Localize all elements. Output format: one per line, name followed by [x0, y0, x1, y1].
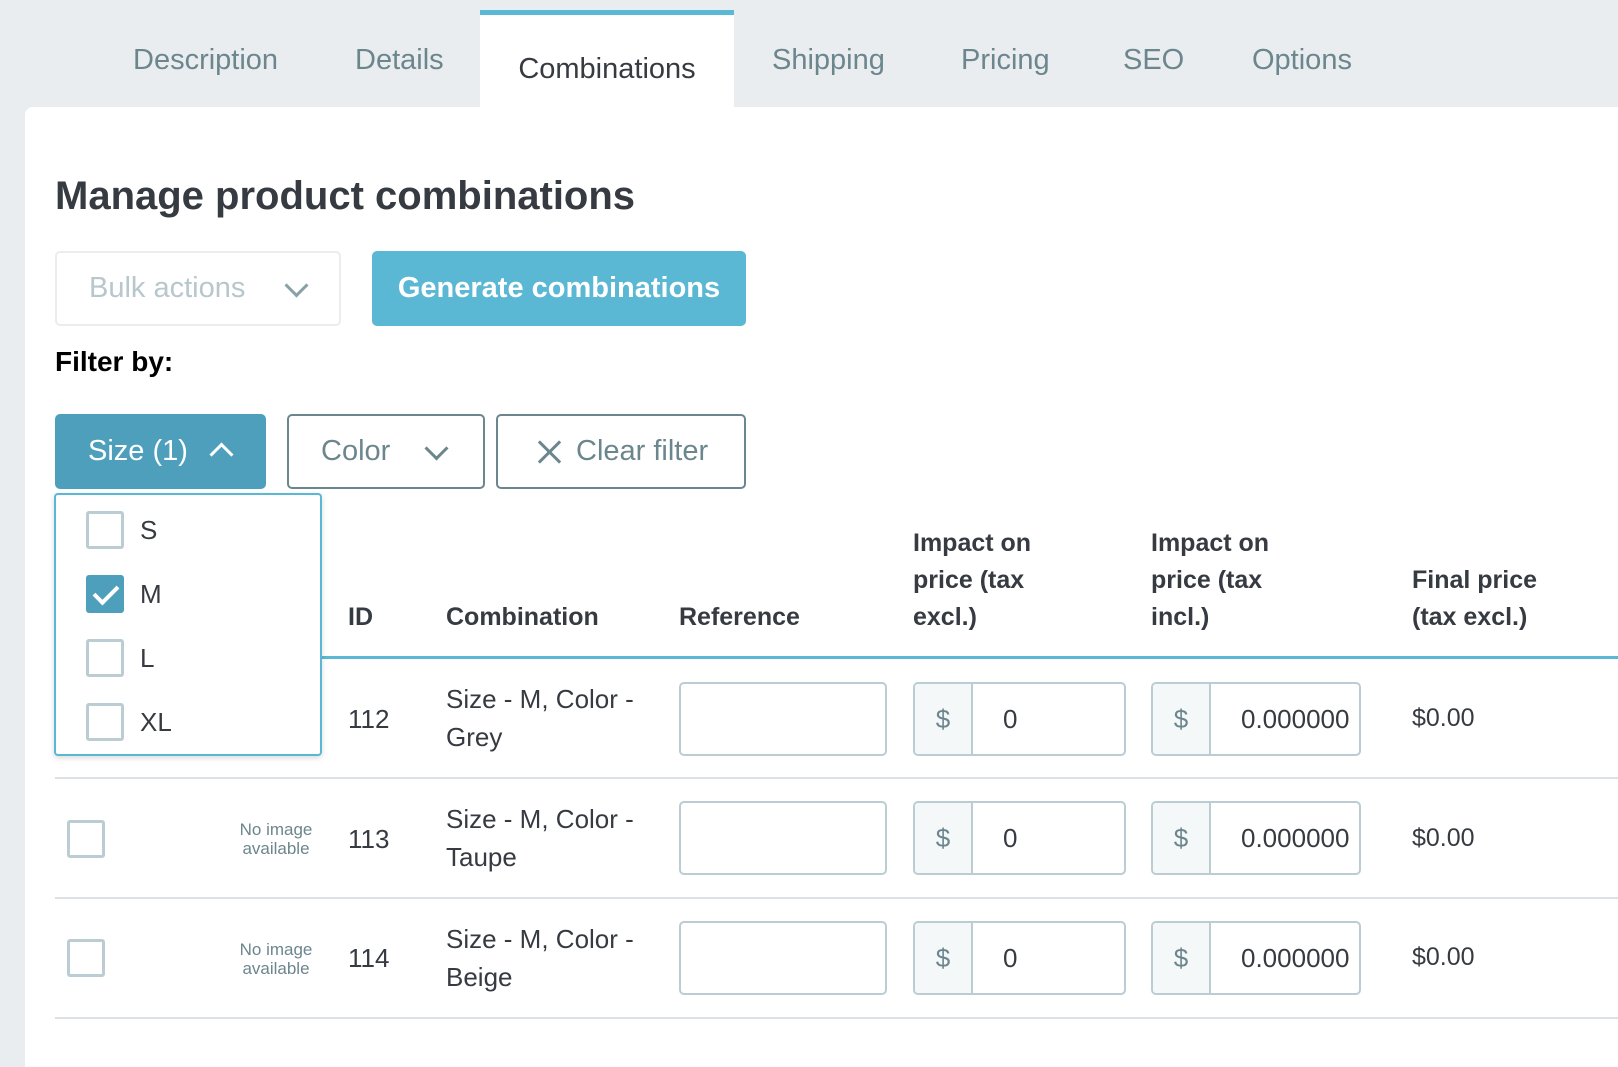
- chevron-up-icon: [209, 442, 234, 467]
- header-impact-excl: Impact on price (tax excl.): [913, 529, 1032, 631]
- size-option-xl[interactable]: XL: [86, 703, 172, 741]
- impact-excl-input[interactable]: $ 0: [913, 801, 1126, 875]
- row-divider: [55, 777, 1618, 779]
- row-combination: Size - M, Color - Beige: [446, 924, 634, 992]
- tab-shipping[interactable]: Shipping: [772, 44, 885, 76]
- close-icon: [536, 439, 562, 465]
- currency-symbol: $: [1153, 923, 1211, 993]
- impact-excl-input[interactable]: $ 0: [913, 682, 1126, 756]
- row-combination: Size - M, Color - Taupe: [446, 804, 634, 872]
- currency-symbol: $: [915, 684, 973, 754]
- size-filter-button[interactable]: Size (1): [55, 414, 266, 489]
- row-select-checkbox[interactable]: [67, 820, 105, 858]
- size-option-checkbox[interactable]: [86, 511, 124, 549]
- tab-options[interactable]: Options: [1252, 44, 1352, 76]
- final-price: $0.00: [1412, 943, 1475, 971]
- impact-incl-input[interactable]: $ 0.000000: [1151, 682, 1361, 756]
- reference-input[interactable]: [679, 921, 887, 995]
- row-divider: [55, 897, 1618, 899]
- header-final-price: Final price (tax excl.): [1412, 566, 1538, 631]
- color-filter-label: Color: [321, 435, 391, 467]
- product-tabs: Description Details Combinations Shippin…: [0, 0, 1618, 110]
- size-option-m[interactable]: M: [86, 575, 162, 613]
- bulk-actions-select[interactable]: Bulk actions: [55, 251, 341, 326]
- size-option-checkbox[interactable]: [86, 703, 124, 741]
- header-reference: Reference: [679, 603, 800, 631]
- tab-combinations[interactable]: Combinations: [480, 10, 734, 110]
- reference-input[interactable]: [679, 682, 887, 756]
- currency-symbol: $: [1153, 803, 1211, 873]
- size-option-label: S: [140, 514, 158, 545]
- no-image-placeholder: No image available: [239, 940, 313, 978]
- size-filter-dropdown: S M L XL: [54, 493, 322, 756]
- header-combination: Combination: [446, 603, 599, 631]
- currency-symbol: $: [1153, 684, 1211, 754]
- generate-combinations-button[interactable]: Generate combinations: [372, 251, 746, 326]
- impact-incl-value[interactable]: 0.000000: [1241, 703, 1350, 734]
- row-select-checkbox[interactable]: [67, 939, 105, 977]
- filter-label: Filter by:: [55, 346, 174, 377]
- impact-excl-value[interactable]: 0: [1003, 703, 1018, 734]
- color-filter-button[interactable]: Color: [287, 414, 485, 489]
- impact-incl-input[interactable]: $ 0.000000: [1151, 801, 1361, 875]
- tab-description[interactable]: Description: [133, 44, 279, 76]
- reference-input[interactable]: [679, 801, 887, 875]
- size-option-l[interactable]: L: [86, 639, 154, 677]
- impact-excl-value[interactable]: 0: [1003, 822, 1018, 853]
- currency-symbol: $: [915, 923, 973, 993]
- row-combination: Size - M, Color - Grey: [446, 684, 634, 752]
- impact-incl-value[interactable]: 0.000000: [1241, 822, 1350, 853]
- impact-incl-value[interactable]: 0.000000: [1241, 942, 1350, 973]
- clear-filter-label: Clear filter: [576, 435, 709, 467]
- tab-seo[interactable]: SEO: [1123, 44, 1185, 76]
- chevron-down-icon: [424, 436, 449, 461]
- final-price: $0.00: [1412, 704, 1475, 732]
- size-option-label: M: [140, 578, 162, 609]
- page-title: Manage product combinations: [55, 174, 636, 218]
- tab-pricing[interactable]: Pricing: [961, 44, 1050, 76]
- bulk-actions-label: Bulk actions: [89, 272, 246, 304]
- size-filter-label: Size (1): [88, 435, 188, 467]
- impact-excl-input[interactable]: $ 0: [913, 921, 1126, 995]
- row-id: 112: [348, 704, 390, 734]
- row-id: 114: [348, 943, 390, 973]
- row-divider: [55, 1017, 1618, 1019]
- currency-symbol: $: [915, 803, 973, 873]
- impact-incl-input[interactable]: $ 0.000000: [1151, 921, 1361, 995]
- impact-excl-value[interactable]: 0: [1003, 942, 1018, 973]
- row-id: 113: [348, 824, 390, 854]
- tab-details[interactable]: Details: [355, 44, 444, 76]
- clear-filter-button[interactable]: Clear filter: [496, 414, 746, 489]
- size-option-s[interactable]: S: [86, 511, 157, 549]
- size-option-label: L: [140, 642, 155, 673]
- final-price: $0.00: [1412, 824, 1475, 852]
- header-impact-incl: Impact on price (tax incl.): [1151, 529, 1270, 631]
- table-header-divider: [55, 656, 1618, 659]
- chevron-down-icon: [284, 273, 309, 298]
- size-option-label: XL: [140, 706, 172, 737]
- size-option-checkbox[interactable]: [86, 639, 124, 677]
- no-image-placeholder: No image available: [239, 820, 313, 858]
- header-id: ID: [348, 603, 373, 631]
- size-option-checkbox[interactable]: [86, 575, 124, 613]
